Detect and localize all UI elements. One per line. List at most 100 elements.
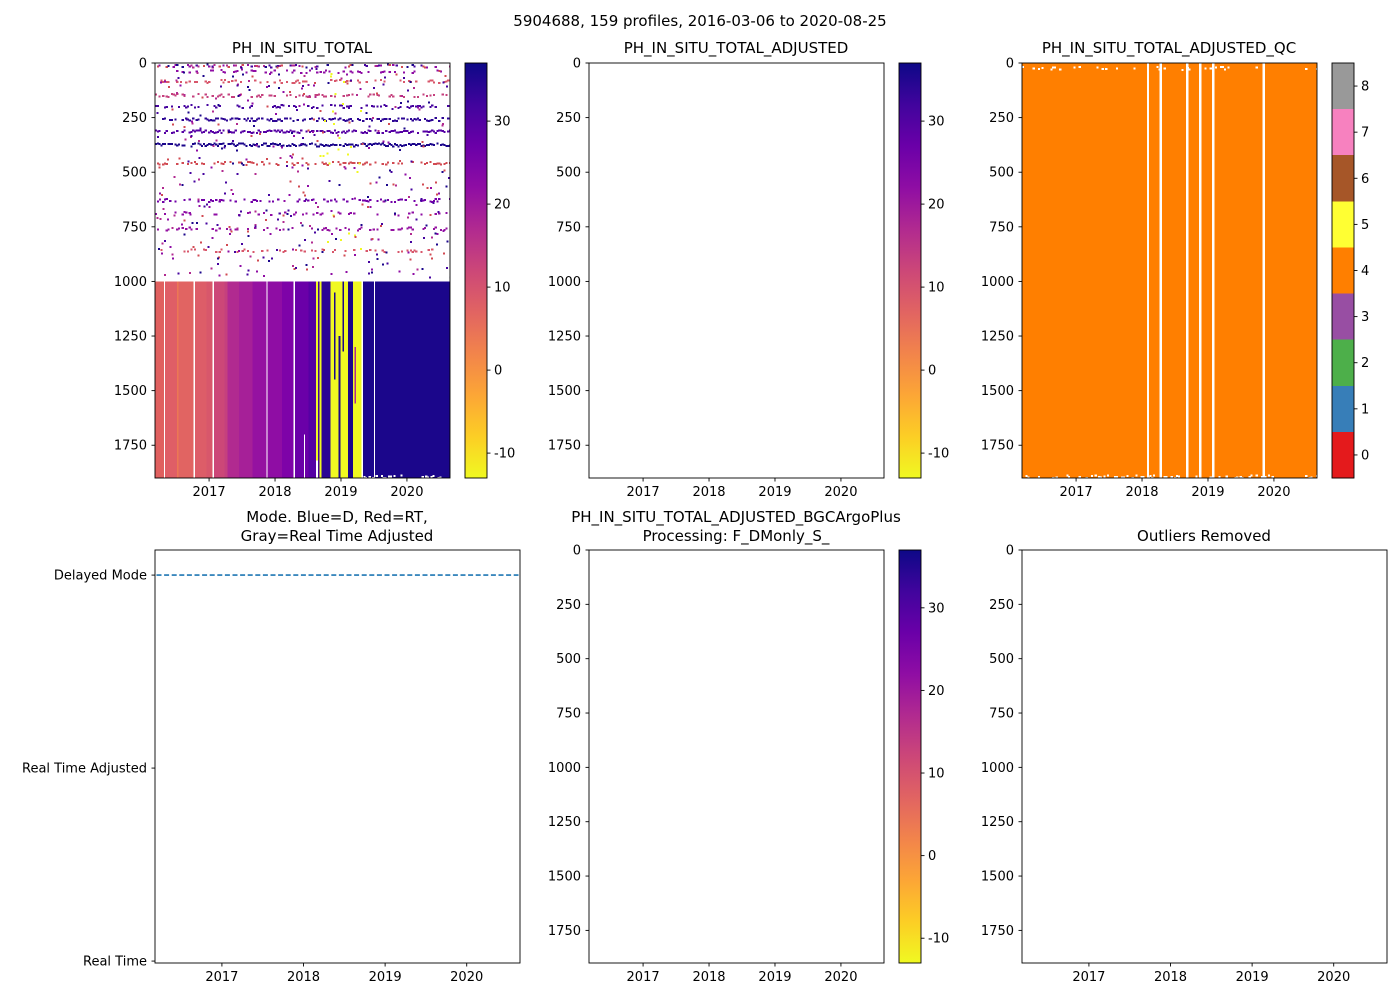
axes-border — [588, 62, 885, 479]
y-tick-label: 750 — [989, 220, 1014, 235]
qc-colorbar-tick-label: 6 — [1361, 172, 1369, 187]
panel-title-ph-adjusted-qc: PH_IN_SITU_TOTAL_ADJUSTED_QC — [1041, 39, 1297, 57]
y-tick-label: 0 — [573, 57, 581, 72]
panel-title-outliers-removed: Outliers Removed — [1137, 527, 1271, 545]
y-tick-label: 1750 — [548, 924, 581, 939]
x-tick-label: 2017 — [627, 485, 660, 500]
y-tick-label: 250 — [989, 598, 1014, 613]
colorbar-tick-label: 10 — [494, 281, 511, 296]
y-tick-label: 1250 — [114, 330, 147, 345]
x-tick-label: 2019 — [369, 970, 402, 985]
x-tick-label: 2019 — [1191, 485, 1224, 500]
colorbar-tick-label: 30 — [494, 115, 511, 130]
x-tick-label: 2017 — [193, 485, 226, 500]
y-tick-label: 1000 — [114, 275, 147, 290]
y-tick-label: 500 — [989, 166, 1014, 181]
colorbar-tick-label: 20 — [928, 198, 945, 213]
y-tick-label: 250 — [556, 111, 581, 126]
panel-title-bgcargoplus: PH_IN_SITU_TOTAL_ADJUSTED_BGCArgoPlus Pr… — [571, 508, 901, 545]
colorbar-tick-label: 10 — [928, 767, 945, 782]
x-tick-label: 2018 — [1125, 485, 1158, 500]
y-tick-label: 1000 — [548, 275, 581, 290]
x-tick-label: 2019 — [324, 485, 357, 500]
axes-panel-3: 2017 2018 2019 2020 Delayed Mode Real Time Ad… — [22, 549, 521, 985]
axes-panel-0: 2017 2018 2019 2020 0 250 500 750 1000 1250 1500 17… — [114, 57, 451, 500]
panel-title-mode: Mode. Blue=D, Red=RT, Gray=Real Time Adj… — [240, 508, 434, 545]
y-tick-label: 250 — [556, 598, 581, 613]
colorbar-tick-label: 10 — [928, 281, 945, 296]
y-tick-label: 500 — [556, 166, 581, 181]
y-tick-label: 250 — [989, 111, 1014, 126]
x-tick-label: 2020 — [450, 970, 483, 985]
y-tick-label: 500 — [556, 652, 581, 667]
qc-colorbar-tick-label: 2 — [1361, 356, 1369, 371]
y-tick-label: 1250 — [548, 815, 581, 830]
x-tick-label: 2018 — [692, 485, 725, 500]
figure-title: 5904688, 159 profiles, 2016-03-06 to 202… — [513, 12, 887, 30]
qc-heatmap-data — [1022, 63, 1319, 480]
colorbar-tick-label: 20 — [928, 684, 945, 699]
y-tick-label: 1750 — [981, 924, 1014, 939]
qc-colorbar-tick-label: 7 — [1361, 126, 1369, 141]
axes-panel-5: 2017 2018 2019 2020 0 250 500 750 1000 1250 1500 17… — [981, 544, 1388, 985]
y-tick-label: 1500 — [981, 870, 1014, 885]
x-tick-label: 2019 — [758, 970, 791, 985]
colorbar-tick-label: -10 — [494, 447, 515, 462]
qc-colorbar-tick-label: 4 — [1361, 264, 1369, 279]
colorbar-tick-label: 30 — [928, 601, 945, 616]
y-tick-label: 500 — [122, 166, 147, 181]
y-tick-label: 1250 — [548, 330, 581, 345]
qc-colorbar-tick-label: 3 — [1361, 310, 1369, 325]
y-tick-label: 1000 — [981, 275, 1014, 290]
y-tick-label: 1750 — [114, 439, 147, 454]
colorbar-tick-label: 0 — [928, 849, 936, 864]
x-tick-label: 2017 — [627, 970, 660, 985]
axes-panel-4: 2017 2018 2019 2020 0 250 500 750 1000 1250 1500 17… — [548, 544, 885, 985]
x-tick-label: 2018 — [692, 970, 725, 985]
y-tick-label: 0 — [573, 544, 581, 559]
axes-border — [1021, 62, 1318, 479]
colorbar-tick-label: 20 — [494, 198, 511, 213]
y-tick-label: 1500 — [981, 384, 1014, 399]
axes-border — [1021, 549, 1388, 964]
ph-colorbar: 30 20 10 0 -10 — [464, 62, 515, 479]
y-tick-label: 750 — [122, 220, 147, 235]
colorbar-tick-label: 0 — [928, 364, 936, 379]
axes-border — [154, 549, 521, 964]
qc-colorbar-tick-label: 8 — [1361, 80, 1369, 95]
axes-border — [588, 549, 885, 964]
y-tick-label: 0 — [139, 57, 147, 72]
qc-colorbar-tick-label: 0 — [1361, 448, 1369, 463]
qc-colorbar: 8 7 6 5 4 3 2 1 0 — [1331, 62, 1369, 479]
colorbar-tick-label: 0 — [494, 364, 502, 379]
y-tick-label: 250 — [122, 111, 147, 126]
y-tick-label: 1250 — [981, 815, 1014, 830]
axes-panel-1: 2017 2018 2019 2020 0 250 500 750 1000 1250 1500 17… — [548, 57, 885, 500]
y-tick-label: 1250 — [981, 330, 1014, 345]
y-tick-label: 750 — [556, 220, 581, 235]
qc-colorbar-tick-label: 1 — [1361, 402, 1369, 417]
x-tick-label: 2018 — [1154, 970, 1187, 985]
y-tick-label: 750 — [989, 707, 1014, 722]
ph-heatmap-data — [155, 63, 450, 478]
panel-title-ph-adjusted: PH_IN_SITU_TOTAL_ADJUSTED — [623, 39, 849, 57]
y-tick-label: 0 — [1006, 57, 1014, 72]
x-tick-label: 2019 — [1236, 970, 1269, 985]
x-tick-label: 2020 — [1317, 970, 1350, 985]
x-tick-label: 2017 — [1060, 485, 1093, 500]
colorbar-tick-label: -10 — [928, 447, 949, 462]
axes-panel-2: 2017 2018 2019 2020 0 250 500 750 1000 1250 1500 17… — [981, 57, 1318, 500]
axes-border — [154, 62, 451, 479]
mode-category-label: Real Time Adjusted — [22, 762, 147, 777]
colorbar-tick-label: 30 — [928, 115, 945, 130]
x-tick-label: 2020 — [1257, 485, 1290, 500]
x-tick-label: 2019 — [758, 485, 791, 500]
y-tick-label: 1000 — [981, 761, 1014, 776]
mode-category-label: Real Time — [83, 955, 147, 970]
x-tick-label: 2018 — [287, 970, 320, 985]
y-tick-label: 1000 — [548, 761, 581, 776]
y-tick-label: 750 — [556, 707, 581, 722]
y-tick-label: 1500 — [548, 384, 581, 399]
